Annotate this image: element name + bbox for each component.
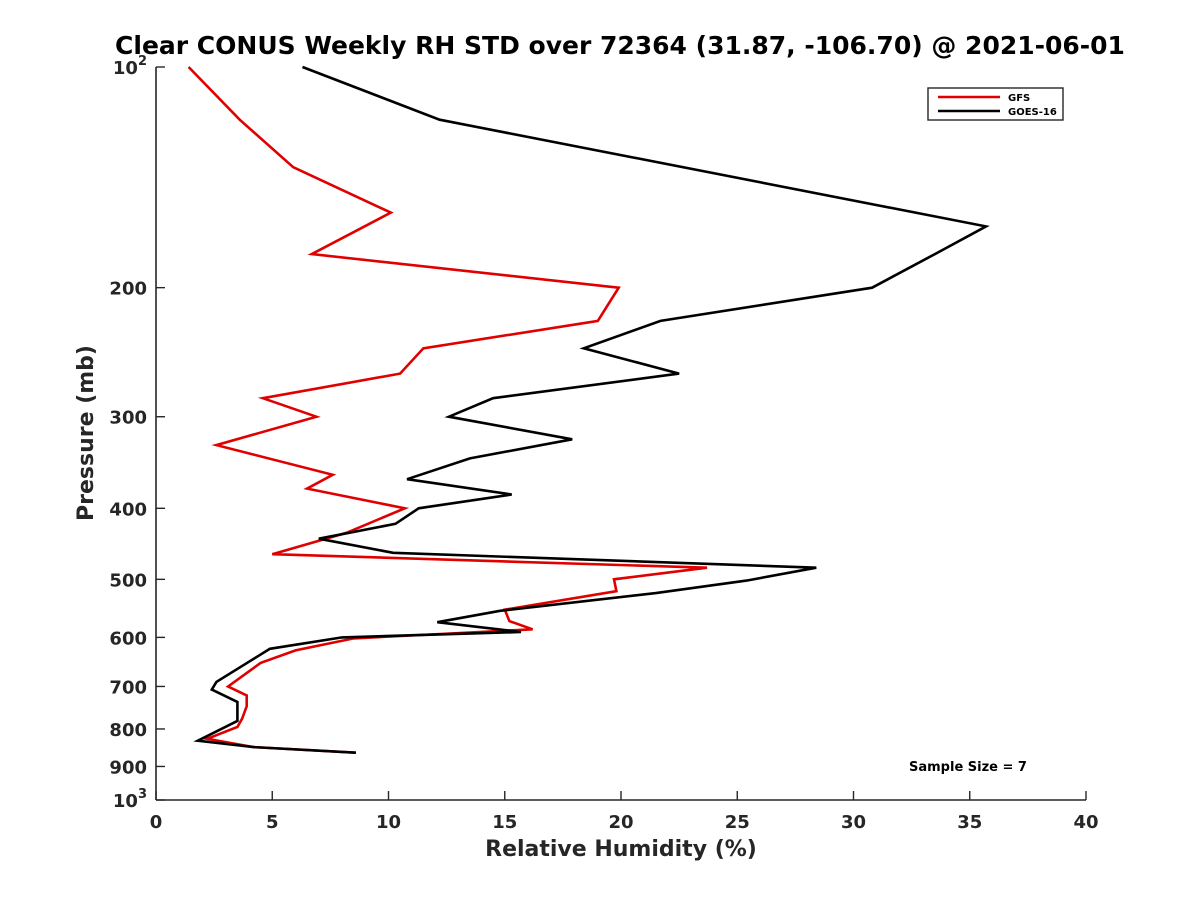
- y-tick-label: 200: [109, 279, 147, 300]
- y-tick-label: 900: [109, 757, 147, 778]
- x-tick-label: 40: [1073, 812, 1098, 833]
- x-tick-label: 35: [957, 812, 982, 833]
- x-tick-label: 10: [376, 812, 401, 833]
- x-tick-label: 30: [841, 812, 866, 833]
- legend: GFS GOES-16: [927, 87, 1064, 121]
- x-tick-label: 20: [608, 812, 633, 833]
- x-tick-label: 0: [150, 812, 163, 833]
- chart-title: Clear CONUS Weekly RH STD over 72364 (31…: [115, 31, 1125, 60]
- y-ticks: 102 200 300 400 500 600 700 800 900 103: [109, 54, 165, 812]
- y-tick-label: 600: [109, 628, 147, 649]
- legend-box: [927, 87, 1064, 121]
- series-line-gfs: [187, 66, 708, 754]
- series-line-goes-16: [193, 65, 990, 754]
- y-tick-label: 500: [109, 570, 147, 591]
- y-tick-label: 700: [109, 677, 147, 698]
- x-tick-label: 25: [725, 812, 750, 833]
- x-tick-label: 5: [266, 812, 279, 833]
- y-tick-label: 102: [113, 54, 147, 79]
- series-layer: [187, 65, 990, 754]
- y-tick-label: 103: [113, 787, 147, 812]
- x-axis-label: Relative Humidity (%): [485, 837, 757, 862]
- y-tick-label: 400: [109, 499, 147, 520]
- sample-size-annotation: Sample Size = 7: [909, 760, 1027, 775]
- x-tick-label: 15: [492, 812, 517, 833]
- y-tick-label: 800: [109, 720, 147, 741]
- y-axis-label: Pressure (mb): [74, 345, 99, 521]
- legend-entry-label: GOES-16: [1008, 107, 1057, 118]
- x-ticks: 0 5 10 15 20 25 30 35 40: [150, 791, 1099, 833]
- legend-entry-label: GFS: [1008, 93, 1030, 104]
- y-tick-label: 300: [109, 408, 147, 429]
